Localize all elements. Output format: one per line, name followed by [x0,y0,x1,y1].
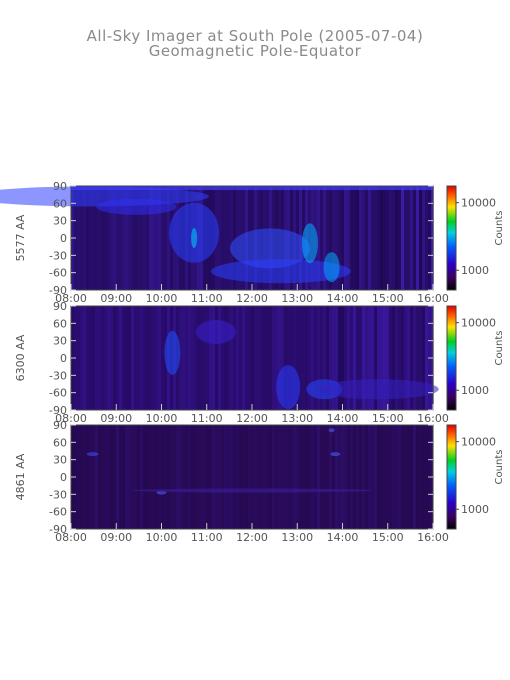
y-axis-label: 6300 AA [14,334,27,381]
x-tick-label: 09:00 [100,412,132,425]
y-tick-label: -30 [49,369,67,382]
colorbar-tick-label: 10000 [461,436,496,449]
chart-subtitle: Geomagnetic Pole-Equator [148,42,362,60]
y-tick-label: 30 [53,454,67,467]
y-tick-label: -60 [49,506,67,519]
x-tick-label: 12:00 [236,292,268,305]
x-tick-label: 11:00 [191,292,223,305]
chart-title: All-Sky Imager at South Pole (2005-07-04… [86,27,424,45]
x-tick-label: 09:00 [100,531,132,544]
x-tick-label: 13:00 [281,531,313,544]
x-tick-label: 12:00 [236,531,268,544]
x-tick-label: 15:00 [372,412,404,425]
heatmap-background [71,425,433,529]
colorbar-tick-label: 1000 [461,264,489,277]
colorbar: 10000 1000 Counts [446,185,505,291]
colorbar-tick-label: 10000 [461,317,496,330]
y-tick-label: 0 [60,232,67,245]
x-tick-label: 08:00 [55,292,87,305]
y-tick-label: -90 [49,404,67,417]
x-tick-label: 16:00 [417,531,449,544]
heatmap-texture [71,306,434,410]
x-tick-label: 10:00 [146,292,178,305]
x-tick-label: 13:00 [281,412,313,425]
heatmap-features [86,428,372,495]
colorbar-tick-label: 1000 [461,503,489,516]
x-tick-label: 08:00 [55,412,87,425]
heatmap-features [0,186,433,284]
heatmap-features [164,320,439,410]
y-tick-label: 60 [53,317,67,330]
colorbar-gradient [446,305,457,411]
colorbar: 10000 1000 Counts [446,305,505,411]
y-tick-label: -30 [49,488,67,501]
x-tick-label: 16:00 [417,292,449,305]
y-tick-label: 0 [60,471,67,484]
y-axis-label: 4861 AA [14,453,27,500]
colorbar-gradient [446,424,457,530]
x-tick-label: 13:00 [281,292,313,305]
x-tick-label: 15:00 [372,292,404,305]
x-tick-label: 11:00 [191,531,223,544]
y-tick-label: -90 [49,523,67,536]
colorbar-label: Counts [494,450,505,485]
x-tick-label: 10:00 [146,412,178,425]
y-tick-label: 60 [53,436,67,449]
panel-2: 90 60 30 0 -30 -60 -90 6300 AA 08:00 09:00 10:00 11… [14,300,505,425]
x-tick-label: 12:00 [236,412,268,425]
x-tick-label: 15:00 [372,531,404,544]
x-tick-label: 14:00 [327,292,359,305]
x-tick-label: 08:00 [55,531,87,544]
y-tick-label: -60 [49,387,67,400]
y-tick-label: 60 [53,197,67,210]
y-tick-label: 90 [53,300,67,313]
x-tick-label: 11:00 [191,412,223,425]
y-tick-label: -90 [49,284,67,297]
panel-1: 90 60 30 0 -30 -60 -90 5577 AA 08:00 09:00 10:00 11… [0,180,505,305]
colorbar-label: Counts [494,331,505,366]
y-tick-label: -60 [49,267,67,280]
y-tick-label: 90 [53,419,67,432]
colorbar-tick-label: 1000 [461,384,489,397]
y-tick-label: -30 [49,249,67,262]
y-tick-label: 90 [53,180,67,193]
x-tick-label: 16:00 [417,412,449,425]
panel-3: 90 60 30 0 -30 -60 -90 4861 AA 08:00 09:00 10:00 11… [14,419,505,544]
x-tick-label: 14:00 [327,531,359,544]
x-tick-label: 14:00 [327,412,359,425]
colorbar: 10000 1000 Counts [446,424,505,530]
y-tick-label: 30 [53,335,67,348]
x-tick-label: 10:00 [146,531,178,544]
colorbar-tick-label: 10000 [461,197,496,210]
x-tick-label: 09:00 [100,292,132,305]
heatmap-texture [71,425,434,529]
y-tick-label: 30 [53,215,67,228]
y-axis-label: 5577 AA [14,214,27,261]
colorbar-gradient [446,185,457,291]
y-tick-label: 0 [60,352,67,365]
colorbar-label: Counts [494,211,505,246]
